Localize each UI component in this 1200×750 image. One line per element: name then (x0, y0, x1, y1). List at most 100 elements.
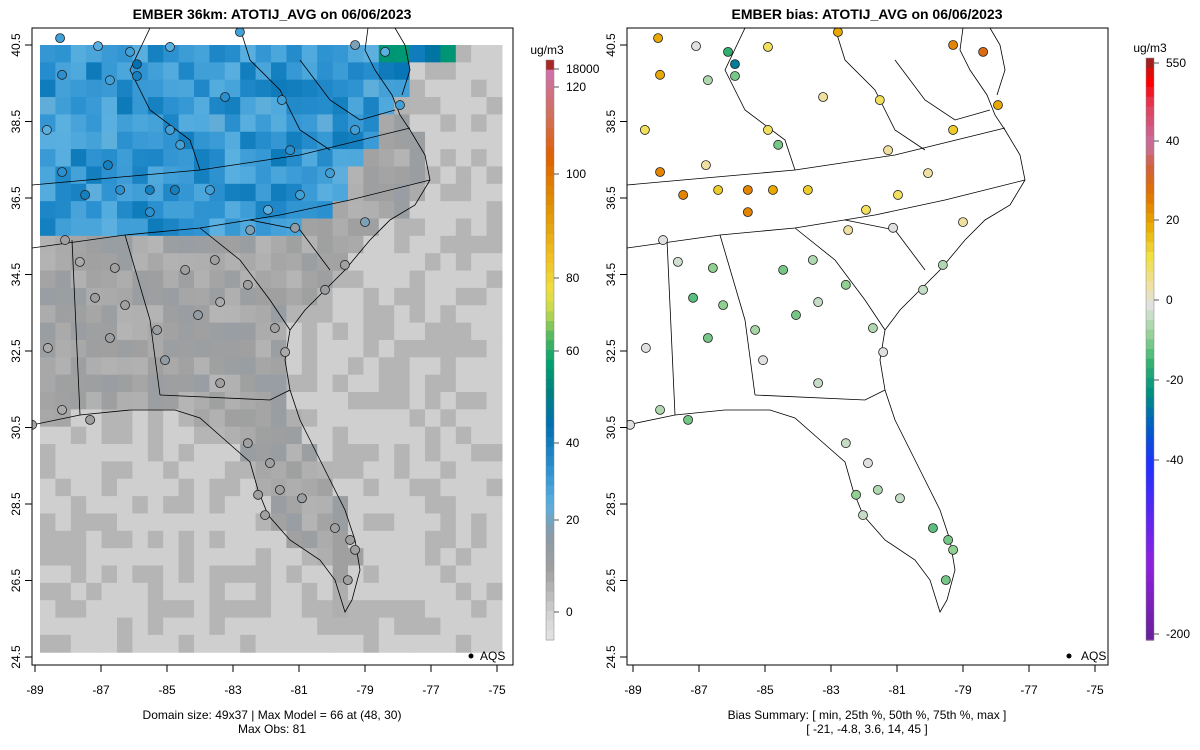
grid-cell (409, 114, 426, 133)
grid-cell (194, 97, 210, 115)
grid-cell (286, 617, 303, 636)
grid-cell (286, 600, 303, 619)
grid-cell (409, 305, 426, 324)
grid-cell (471, 97, 488, 115)
grid-cell (178, 548, 195, 566)
grid-cell (101, 634, 118, 653)
grid-cell (55, 548, 72, 566)
y-tick-label: 32.5 (9, 339, 23, 363)
station-point (105, 75, 115, 86)
grid-cell (440, 392, 457, 410)
grid-cell (132, 478, 149, 497)
grid-cell (101, 461, 118, 480)
grid-cell (348, 287, 364, 306)
grid-cell (163, 62, 180, 81)
grid-cell (178, 565, 195, 584)
grid-cell (286, 392, 303, 410)
grid-cell (486, 634, 503, 653)
boundary-line (719, 234, 756, 396)
grid-cell (301, 62, 318, 81)
grid-cell (471, 79, 488, 98)
station-point (840, 438, 851, 449)
grid-cell (471, 166, 488, 185)
grid-cell (363, 409, 380, 428)
grid-cell (209, 582, 226, 601)
grid-cell (486, 617, 503, 636)
grid-cell (363, 513, 380, 532)
grid-cell (40, 582, 56, 601)
grid-cell (409, 600, 426, 619)
grid-cell (70, 617, 87, 636)
grid-cell (348, 357, 364, 376)
station-point (791, 310, 801, 320)
grid-cell (363, 426, 380, 445)
grid-cell (132, 461, 149, 480)
grid-cell (425, 426, 441, 445)
grid-cell (271, 634, 287, 653)
colorbar-swatch (1146, 193, 1154, 205)
grid-cell (132, 45, 149, 63)
y-tick-label: 28.5 (9, 492, 23, 516)
grid-cell (378, 97, 395, 115)
grid-cell (425, 305, 441, 324)
boundary-line (844, 219, 926, 271)
grid-cell (394, 444, 411, 462)
grid-cell (394, 287, 411, 306)
grid-cell (455, 548, 472, 566)
model-concentration-map: -89 -87 -85 -83 -81 -79 -77 -75 24.5 26.5 28.5 30.5… (9, 27, 514, 697)
grid-cell (117, 461, 133, 480)
colorbar-swatch (546, 524, 554, 535)
y-tick-label: 24.5 (604, 645, 618, 669)
grid-cell (301, 357, 318, 376)
grid-cell (86, 444, 103, 462)
grid-cell (147, 374, 164, 393)
grid-cell (40, 513, 56, 532)
grid-cell (486, 426, 503, 445)
station-point (144, 207, 155, 218)
colorbar-swatch (546, 176, 554, 187)
grid-cell (132, 149, 149, 167)
grid-cell (394, 218, 411, 237)
grid-cell (271, 565, 287, 584)
grid-cell (70, 114, 87, 133)
grid-cell (117, 79, 133, 98)
grid-cell (178, 357, 195, 376)
grid-cell (348, 62, 364, 81)
grid-cell (301, 183, 318, 202)
grid-cell (486, 513, 503, 532)
grid-cell (70, 287, 87, 306)
grid-cell (101, 183, 118, 202)
colorbar-swatch (1146, 416, 1154, 428)
colorbar-swatch (546, 611, 554, 622)
station-point (742, 207, 753, 218)
grid-cell (224, 600, 241, 619)
station-point (978, 46, 989, 57)
grid-cell (132, 218, 149, 237)
grid-cell (194, 166, 210, 185)
grid-cell (55, 305, 72, 324)
colorbar-swatch (546, 620, 554, 631)
grid-cell (70, 62, 87, 81)
grid-cell (471, 201, 488, 219)
grid-cell (348, 166, 364, 185)
grid-cell (317, 218, 334, 237)
grid-cell (271, 548, 287, 566)
grid-cell (486, 62, 503, 81)
station-point (342, 575, 353, 586)
grid-cell (194, 339, 210, 358)
station-point (285, 145, 295, 156)
grid-cell (301, 218, 318, 237)
colorbar-swatch (546, 388, 554, 399)
boundary-line (834, 28, 926, 151)
grid-cell (209, 426, 226, 445)
grid-cell (471, 565, 488, 584)
x-tick-label: -81 (290, 683, 308, 697)
grid-cell (271, 600, 287, 619)
grid-cell (455, 582, 472, 601)
colorbar-swatch (1146, 252, 1154, 263)
grid-cell (147, 235, 164, 254)
grid-cell (486, 253, 503, 272)
grid-cell (378, 444, 395, 462)
grid-cell (378, 530, 395, 549)
grid-cell (317, 409, 334, 428)
